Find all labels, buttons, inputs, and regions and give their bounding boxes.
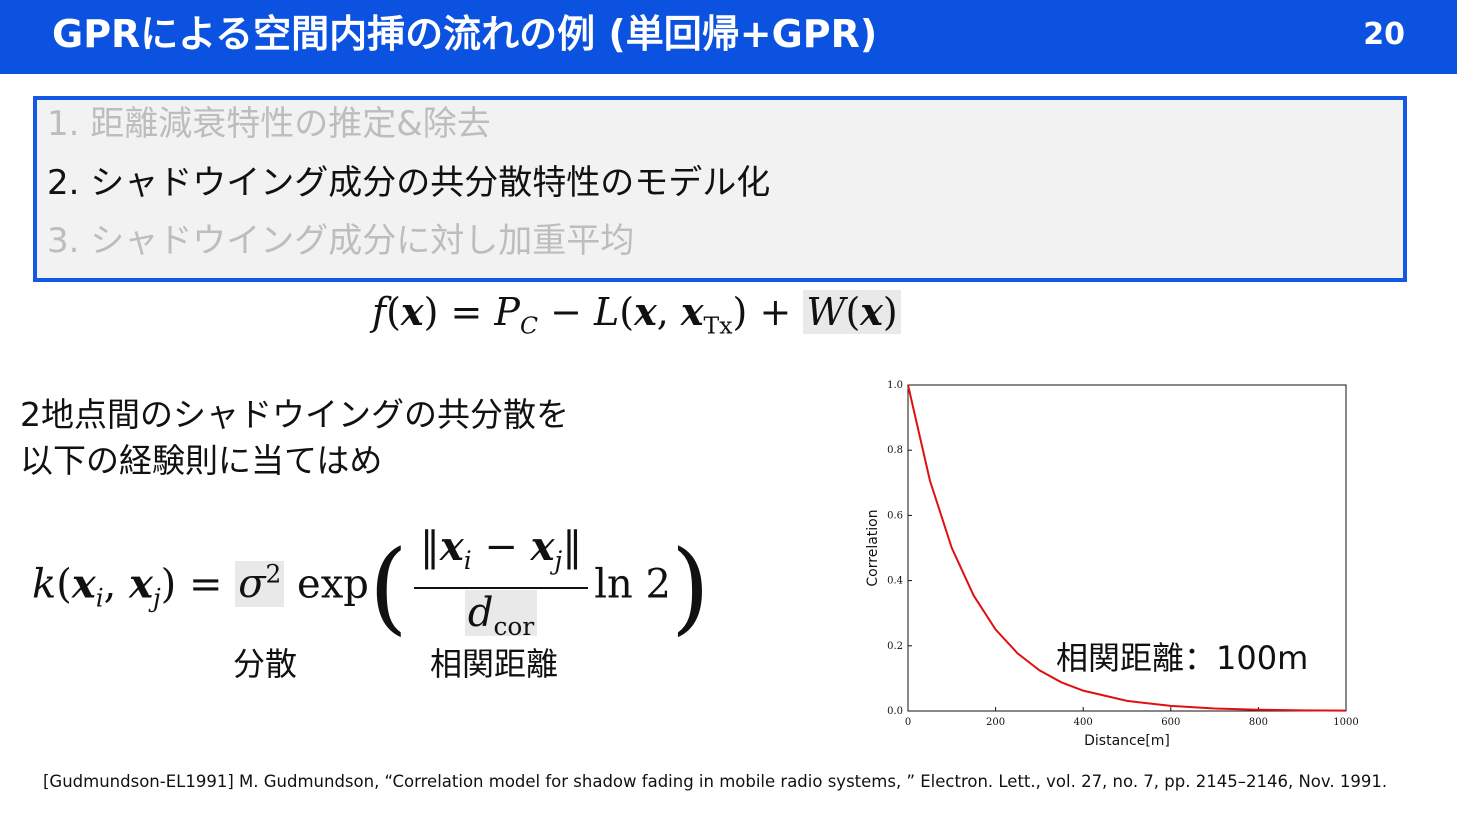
correlation-curve — [907, 384, 1347, 712]
x-tick-label: 800 — [1249, 717, 1268, 728]
x-tick-label: 200 — [986, 717, 1005, 728]
variance-highlight: σ2 — [235, 560, 285, 608]
x-tick-label: 400 — [1074, 717, 1093, 728]
page-number: 20 — [1363, 17, 1405, 52]
y-tick-label: 0.4 — [887, 576, 903, 587]
description: 2地点間のシャドウイングの共分散を 以下の経験則に当てはめ — [20, 392, 569, 484]
kernel-fraction: ‖xi − xj‖ dcor — [413, 523, 589, 651]
correlation-distance-label: 相関距離 — [430, 645, 559, 683]
x-axis-label: Distance[m] — [1084, 733, 1170, 749]
steps-box: 1. 距離減衰特性の推定&除去 2. シャドウイング成分の共分散特性のモデル化 … — [33, 96, 1407, 282]
description-line-1: 2地点間のシャドウイングの共分散を — [20, 395, 569, 434]
y-tick-label: 0.2 — [887, 641, 903, 652]
citation: [Gudmundson-EL1991] M. Gudmundson, “Corr… — [43, 772, 1388, 791]
step-1: 1. 距離減衰特性の推定&除去 — [47, 104, 491, 144]
step-2-active: 2. シャドウイング成分の共分散特性のモデル化 — [47, 163, 771, 203]
correlation-chart: 0 200 400 600 800 1000 0.0 0.2 0.4 0.6 0.8 1.0 Dista… — [865, 380, 1359, 749]
description-line-2: 以下の経験則に当てはめ — [20, 441, 383, 480]
variance-label: 分散 — [233, 645, 298, 683]
y-axis-label: Correlation — [865, 509, 881, 586]
step-3: 3. シャドウイング成分に対し加重平均 — [47, 221, 635, 261]
y-tick-label: 0.8 — [887, 445, 903, 456]
distance-highlight: dcor — [464, 590, 538, 641]
x-tick-label: 600 — [1161, 717, 1180, 728]
y-tick-label: 1.0 — [887, 380, 903, 391]
slide-header: GPRによる空間内挿の流れの例 (単回帰+GPR) 20 — [0, 0, 1457, 74]
y-tick-label: 0.0 — [887, 706, 903, 717]
slide-title: GPRによる空間内挿の流れの例 (単回帰+GPR) — [52, 12, 878, 56]
chart-annotation: 相関距離：100m — [1056, 639, 1309, 677]
plot-frame — [907, 384, 1347, 712]
model-equation: f(x) = PC − L(x, xTx) + W(x) — [372, 285, 901, 353]
x-tick-label: 0 — [905, 717, 911, 728]
shadowing-term-highlight: W(x) — [803, 289, 901, 334]
y-tick-label: 0.6 — [887, 510, 903, 521]
kernel-equation: k(xi, xj) = σ2 exp(‖xi − xj‖ dcor ln 2) — [32, 520, 710, 653]
x-tick-label: 1000 — [1333, 717, 1358, 728]
